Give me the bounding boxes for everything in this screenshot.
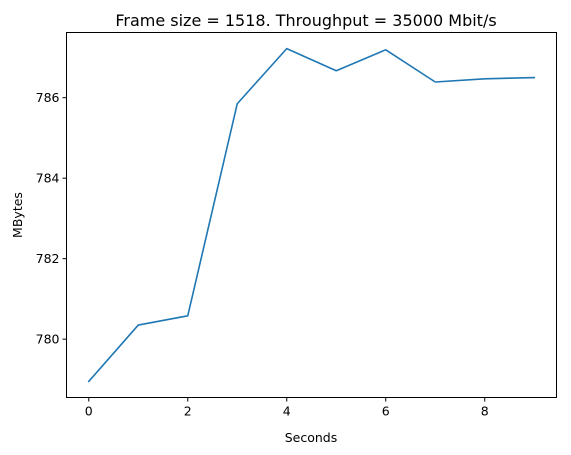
x-tick-label: 8 [481,404,489,419]
y-axis: 780 782 784 786 [36,90,67,346]
y-tick-label: 784 [36,171,60,186]
x-tick-label: 2 [184,404,192,419]
x-tick-label: 0 [85,404,93,419]
plot-area [67,33,557,398]
y-axis-label: MBytes [10,192,25,238]
y-tick-label: 786 [36,90,60,105]
x-axis-label: Seconds [285,430,338,445]
x-tick-label: 6 [382,404,390,419]
series-line [89,49,534,382]
series-layer [89,49,534,382]
x-axis: 0 2 4 6 8 [85,398,489,419]
y-tick-label: 780 [36,332,60,347]
y-tick-label: 782 [36,251,60,266]
chart-title: Frame size = 1518. Throughput = 35000 Mb… [115,11,496,30]
x-tick-label: 4 [283,404,291,419]
